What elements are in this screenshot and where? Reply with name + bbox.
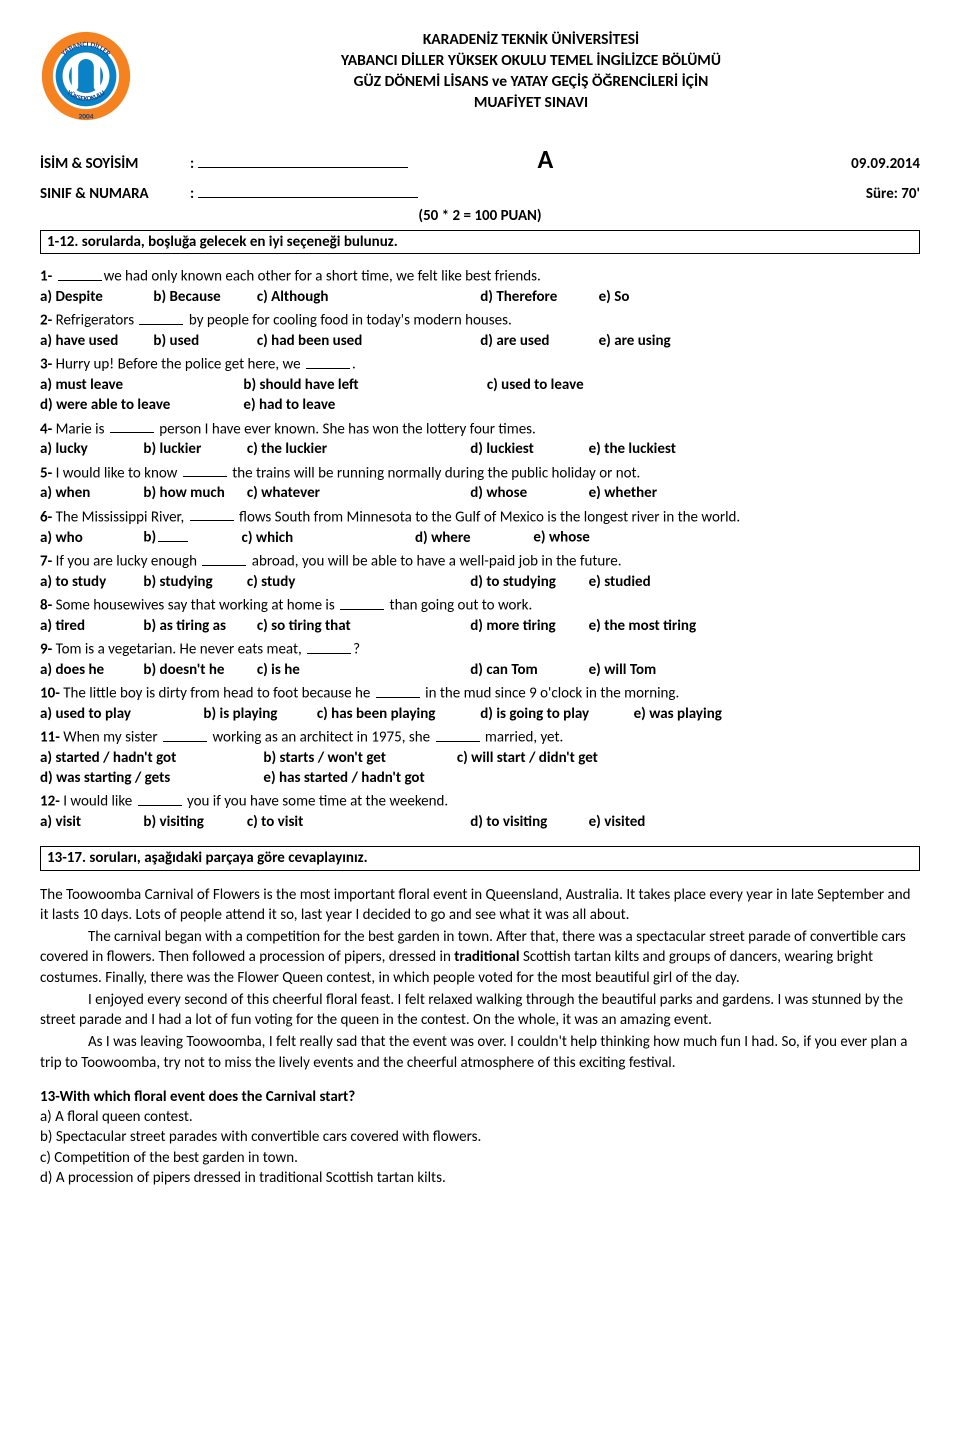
passage-p3: I enjoyed every second of this cheerful … xyxy=(40,990,920,1031)
question-7: 7- If you are lucky enough abroad, you w… xyxy=(40,551,920,592)
q13-opt-a: a) A floral queen contest. xyxy=(40,1107,920,1127)
header-titles: KARADENİZ TEKNİK ÜNİVERSİTESİ YABANCI Dİ… xyxy=(142,30,920,114)
question-8: 8- Some housewives say that working at h… xyxy=(40,595,920,636)
exam-letter: A xyxy=(538,142,554,177)
question-1: 1- we had only known each other for a sh… xyxy=(40,266,920,307)
document-header: YABANCI DİLLER YÜKSEKOKULU 2004 KARADENİ… xyxy=(40,30,920,122)
exam-date: 09.09.2014 xyxy=(851,154,920,174)
name-blank xyxy=(198,154,408,169)
class-label: SINIF & NUMARA xyxy=(40,184,190,204)
instruction-2: 13-17. soruları, aşağıdaki parçaya göre … xyxy=(40,846,920,870)
passage-p2: The carnival began with a competition fo… xyxy=(40,927,920,988)
passage-p4: As I was leaving Toowoomba, I felt reall… xyxy=(40,1032,920,1073)
header-line3: GÜZ DÖNEMİ LİSANS ve YATAY GEÇİŞ ÖĞRENCİ… xyxy=(142,72,920,93)
student-info: İSİM & SOYİSİM : A 09.09.2014 SINIF & NU… xyxy=(40,142,920,226)
q13-opt-c: c) Competition of the best garden in tow… xyxy=(40,1148,920,1168)
question-2: 2- Refrigerators by people for cooling f… xyxy=(40,310,920,351)
questions-1-12: 1- we had only known each other for a sh… xyxy=(40,266,920,832)
header-line4: MUAFİYET SINAVI xyxy=(142,93,920,114)
question-13: 13-With which floral event does the Carn… xyxy=(40,1087,920,1188)
q13-opt-b: b) Spectacular street parades with conve… xyxy=(40,1127,920,1147)
university-logo: YABANCI DİLLER YÜKSEKOKULU 2004 xyxy=(40,30,132,122)
passage-p1: The Toowoomba Carnival of Flowers is the… xyxy=(40,885,920,926)
svg-text:2004: 2004 xyxy=(79,111,94,120)
reading-passage: The Toowoomba Carnival of Flowers is the… xyxy=(40,885,920,1073)
question-11: 11- When my sister working as an archite… xyxy=(40,727,920,788)
header-line2: YABANCI DİLLER YÜKSEK OKULU TEMEL İNGİLİ… xyxy=(142,51,920,72)
header-line1: KARADENİZ TEKNİK ÜNİVERSİTESİ xyxy=(142,30,920,51)
instruction-1: 1-12. sorularda, boşluğa gelecek en iyi … xyxy=(40,230,920,254)
score-formula: (50 * 2 = 100 PUAN) xyxy=(40,206,920,226)
question-4: 4- Marie is person I have ever known. Sh… xyxy=(40,419,920,460)
question-3: 3- Hurry up! Before the police get here,… xyxy=(40,354,920,415)
q13-opt-d: d) A procession of pipers dressed in tra… xyxy=(40,1168,920,1188)
question-5: 5- I would like to know the trains will … xyxy=(40,463,920,504)
question-12: 12- I would like you if you have some ti… xyxy=(40,791,920,832)
question-9: 9- Tom is a vegetarian. He never eats me… xyxy=(40,639,920,680)
question-6: 6- The Mississippi River, flows South fr… xyxy=(40,507,920,549)
class-blank xyxy=(198,183,418,198)
question-10: 10- The little boy is dirty from head to… xyxy=(40,683,920,724)
q13-text: 13-With which floral event does the Carn… xyxy=(40,1087,920,1107)
duration: Süre: 70' xyxy=(866,184,920,204)
name-label: İSİM & SOYİSİM xyxy=(40,154,190,174)
